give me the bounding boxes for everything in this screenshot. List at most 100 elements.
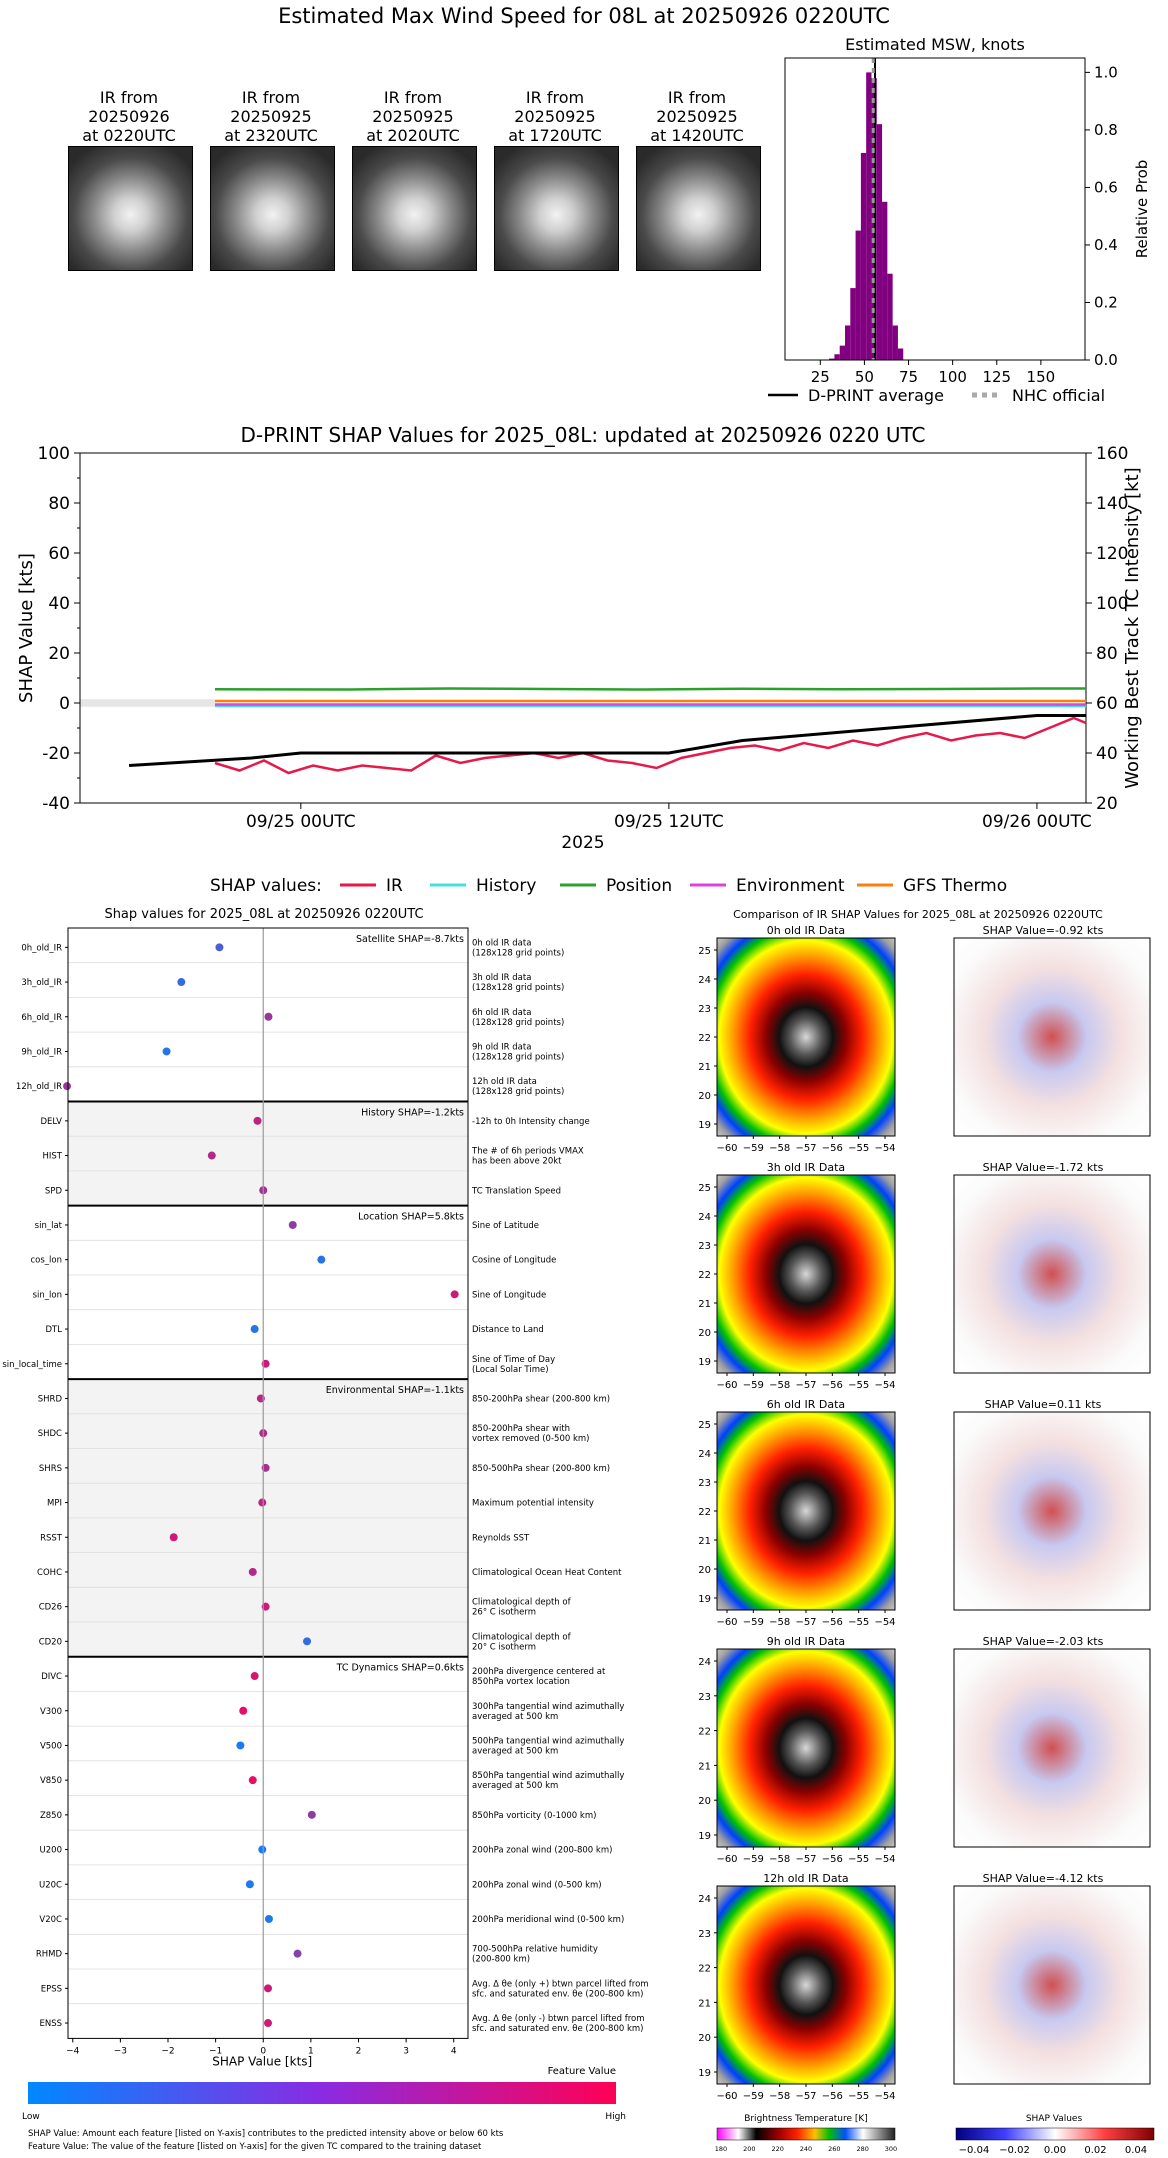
y-tick-label: -40 bbox=[42, 794, 70, 814]
legend-label-environment: Environment bbox=[736, 876, 845, 896]
y-tick-label: 25 bbox=[698, 1183, 711, 1194]
feature-description: averaged at 500 km bbox=[472, 1781, 558, 1791]
shap-point bbox=[177, 978, 186, 987]
zero-band bbox=[80, 699, 215, 707]
feature-label: V850 bbox=[40, 1776, 62, 1786]
y-tick-label: 21 bbox=[698, 1062, 711, 1073]
bt-tick-label: 220 bbox=[771, 2145, 783, 2153]
feature-description: 200hPa zonal wind (200-800 km) bbox=[472, 1846, 612, 1856]
x-tick-label: −55 bbox=[848, 1143, 869, 1154]
x-tick-label: −58 bbox=[769, 1854, 790, 1865]
y-tick-label: 23 bbox=[698, 1241, 711, 1252]
x-tick-label: −55 bbox=[848, 1380, 869, 1391]
histogram-bar bbox=[860, 152, 867, 360]
feature-label: EPSS bbox=[41, 1984, 62, 1994]
ir-thumb-image bbox=[636, 146, 761, 271]
feature-label: SPD bbox=[45, 1186, 63, 1196]
group-label: History SHAP=-1.2kts bbox=[361, 1108, 464, 1119]
legend-label-position: Position bbox=[606, 876, 672, 896]
main-title: Estimated Max Wind Speed for 08L at 2025… bbox=[278, 4, 890, 28]
feature-description: sfc. and saturated env. θe (200-800 km) bbox=[472, 1989, 644, 1999]
msw-histogram-chart: Estimated MSW, knots 25 50 75 100 125 150 0.0 0.… bbox=[768, 35, 1151, 405]
feature-colorbar bbox=[28, 2082, 616, 2104]
x-tick-label: −57 bbox=[795, 1143, 816, 1154]
legend-nhc-label: NHC official bbox=[1012, 386, 1105, 405]
y-tick-label: 21 bbox=[698, 1536, 711, 1547]
shap-panel-title: SHAP Value=-4.12 kts bbox=[983, 1872, 1104, 1885]
y-tick-label: 22 bbox=[698, 1033, 711, 1044]
x-tick-label: −58 bbox=[769, 2091, 790, 2102]
histogram-ylabel: Relative Prob bbox=[1133, 160, 1151, 259]
x-tick-label: −58 bbox=[769, 1380, 790, 1391]
feature-description: 850hPa vortex location bbox=[472, 1677, 570, 1687]
comparison-title: Comparison of IR SHAP Values for 2025_08… bbox=[733, 908, 1103, 921]
x-tick-label: 100 bbox=[938, 368, 967, 386]
y2-tick-label: 100 bbox=[1096, 594, 1128, 614]
feature-label: U200 bbox=[40, 1846, 62, 1856]
feature-label: ENSS bbox=[39, 2019, 62, 2029]
y-tick-label: 22 bbox=[698, 1507, 711, 1518]
y-tick-label: 0.0 bbox=[1094, 351, 1118, 369]
x-tick-label: −56 bbox=[822, 1380, 843, 1391]
feature-description: Sine of Time of Day bbox=[472, 1355, 555, 1365]
feature-shap-chart: Shap values for 2025_08L at 20250926 022… bbox=[2, 907, 648, 2152]
bt-tick-label: 280 bbox=[856, 2145, 868, 2153]
timeseries-title: D-PRINT SHAP Values for 2025_08L: update… bbox=[240, 423, 925, 447]
y-tick-label: 20 bbox=[698, 1328, 711, 1339]
feature-description: averaged at 500 km bbox=[472, 1746, 558, 1756]
y2-tick-label: 60 bbox=[1096, 694, 1118, 714]
feature-description: has been above 20kt bbox=[472, 1157, 562, 1167]
y-tick-label: 21 bbox=[698, 1998, 711, 2009]
feature-label: COHC bbox=[37, 1568, 62, 1578]
feature-description: 12h old IR data bbox=[472, 1077, 537, 1087]
x-tick-label: −60 bbox=[716, 1854, 737, 1865]
x-tick-label: −59 bbox=[743, 1380, 764, 1391]
feature-description: vortex removed (0-500 km) bbox=[472, 1434, 589, 1444]
histogram-bar bbox=[892, 325, 898, 360]
shap-tick-label: 0.02 bbox=[1084, 2145, 1106, 2156]
legend-prefix: SHAP values: bbox=[210, 876, 322, 896]
feature-description: 200hPa zonal wind (0-500 km) bbox=[472, 1880, 602, 1890]
histogram-bar bbox=[829, 358, 835, 360]
shap-point bbox=[239, 1706, 248, 1715]
feature-description: Avg. Δ θe (only -) btwn parcel lifted fr… bbox=[472, 2014, 645, 2024]
feature-description: 6h old IR data bbox=[472, 1008, 531, 1018]
shap-panel-image bbox=[953, 1411, 1151, 1611]
x-tick-label: −60 bbox=[716, 1143, 737, 1154]
ir-panel-image bbox=[716, 1885, 896, 2085]
colorbar-title: Feature Value bbox=[548, 2066, 616, 2077]
y-tick-label: 19 bbox=[698, 2068, 711, 2079]
x-tick-label: −55 bbox=[848, 1617, 869, 1628]
feature-description: 200hPa meridional wind (0-500 km) bbox=[472, 1915, 624, 1925]
feature-description: (128x128 grid points) bbox=[472, 1052, 564, 1062]
shap-point bbox=[264, 1914, 273, 1923]
shap-tick-label: −0.02 bbox=[999, 2145, 1030, 2156]
shap-point bbox=[63, 1082, 72, 1091]
histogram-bar bbox=[897, 348, 904, 360]
feature-description: 26° C isotherm bbox=[472, 1608, 536, 1618]
shap-point bbox=[162, 1047, 171, 1056]
feature-label: 6h_old_IR bbox=[21, 1013, 62, 1023]
x-tick-label: −58 bbox=[769, 1617, 790, 1628]
shap-point bbox=[207, 1151, 216, 1160]
feature-label: MPI bbox=[47, 1499, 62, 1509]
y2-tick-label: 40 bbox=[1096, 744, 1118, 764]
y-tick-label: 22 bbox=[698, 1727, 711, 1738]
shap-panel-title: SHAP Value=-2.03 kts bbox=[983, 1635, 1104, 1648]
y-tick-label: 100 bbox=[38, 444, 70, 464]
x-tick-label: 150 bbox=[1027, 368, 1056, 386]
x-tick-label: −54 bbox=[874, 2091, 895, 2102]
x-tick-label: −56 bbox=[822, 1854, 843, 1865]
feature-description: (128x128 grid points) bbox=[472, 1018, 564, 1028]
ir-panel-image bbox=[716, 1174, 896, 1374]
x-tick-label: 1 bbox=[308, 2046, 314, 2056]
legend-dprint-label: D-PRINT average bbox=[808, 386, 944, 405]
y-tick-label: 23 bbox=[698, 1929, 711, 1940]
feature-label: cos_lon bbox=[30, 1256, 62, 1266]
y-tick-label: 23 bbox=[698, 1692, 711, 1703]
x-tick-label: −59 bbox=[743, 1854, 764, 1865]
feature-label: HIST bbox=[43, 1152, 63, 1162]
legend-label-history: History bbox=[476, 876, 536, 896]
x-tick-label: 09/26 00UTC bbox=[982, 812, 1092, 832]
feature-label: V500 bbox=[40, 1741, 62, 1751]
